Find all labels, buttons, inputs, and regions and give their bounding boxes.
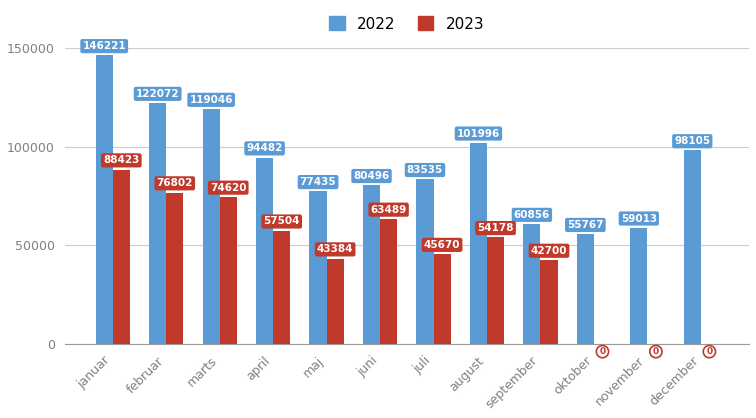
Bar xyxy=(380,219,397,344)
Bar xyxy=(273,231,290,344)
Text: 83535: 83535 xyxy=(407,165,443,175)
Text: 76802: 76802 xyxy=(156,178,193,189)
Bar xyxy=(470,143,487,344)
Text: 77435: 77435 xyxy=(299,177,336,187)
Bar xyxy=(541,260,558,344)
Text: 63489: 63489 xyxy=(370,205,407,215)
Text: 54178: 54178 xyxy=(477,223,514,233)
Text: 0: 0 xyxy=(600,347,606,356)
Bar xyxy=(577,234,594,344)
Text: 122072: 122072 xyxy=(136,89,179,99)
Bar xyxy=(220,197,237,344)
Bar xyxy=(113,170,130,344)
Bar xyxy=(256,158,273,344)
Text: 98105: 98105 xyxy=(674,136,711,146)
Text: 88423: 88423 xyxy=(103,155,140,166)
Bar xyxy=(631,228,647,344)
Bar xyxy=(683,150,701,344)
Text: 57504: 57504 xyxy=(263,217,300,227)
Legend: 2022, 2023: 2022, 2023 xyxy=(321,9,492,39)
Text: 0: 0 xyxy=(653,347,659,356)
Bar xyxy=(487,237,504,344)
Bar xyxy=(327,259,344,344)
Text: 43384: 43384 xyxy=(317,245,353,255)
Text: 45670: 45670 xyxy=(424,240,460,250)
Bar xyxy=(523,224,541,344)
Text: 74620: 74620 xyxy=(210,183,246,193)
Text: 60856: 60856 xyxy=(514,210,550,220)
Bar xyxy=(417,179,433,344)
Text: 101996: 101996 xyxy=(457,129,500,138)
Bar xyxy=(309,191,327,344)
Text: 80496: 80496 xyxy=(353,171,389,181)
Bar xyxy=(96,55,113,344)
Bar xyxy=(433,254,451,344)
Text: 146221: 146221 xyxy=(82,41,126,51)
Text: 59013: 59013 xyxy=(621,214,657,224)
Text: 42700: 42700 xyxy=(531,246,567,256)
Text: 119046: 119046 xyxy=(190,95,233,105)
Text: 0: 0 xyxy=(706,347,712,356)
Text: 94482: 94482 xyxy=(246,143,283,153)
Bar xyxy=(149,103,166,344)
Bar xyxy=(203,109,220,344)
Text: 55767: 55767 xyxy=(567,220,603,230)
Bar xyxy=(363,185,380,344)
Bar xyxy=(166,193,184,344)
